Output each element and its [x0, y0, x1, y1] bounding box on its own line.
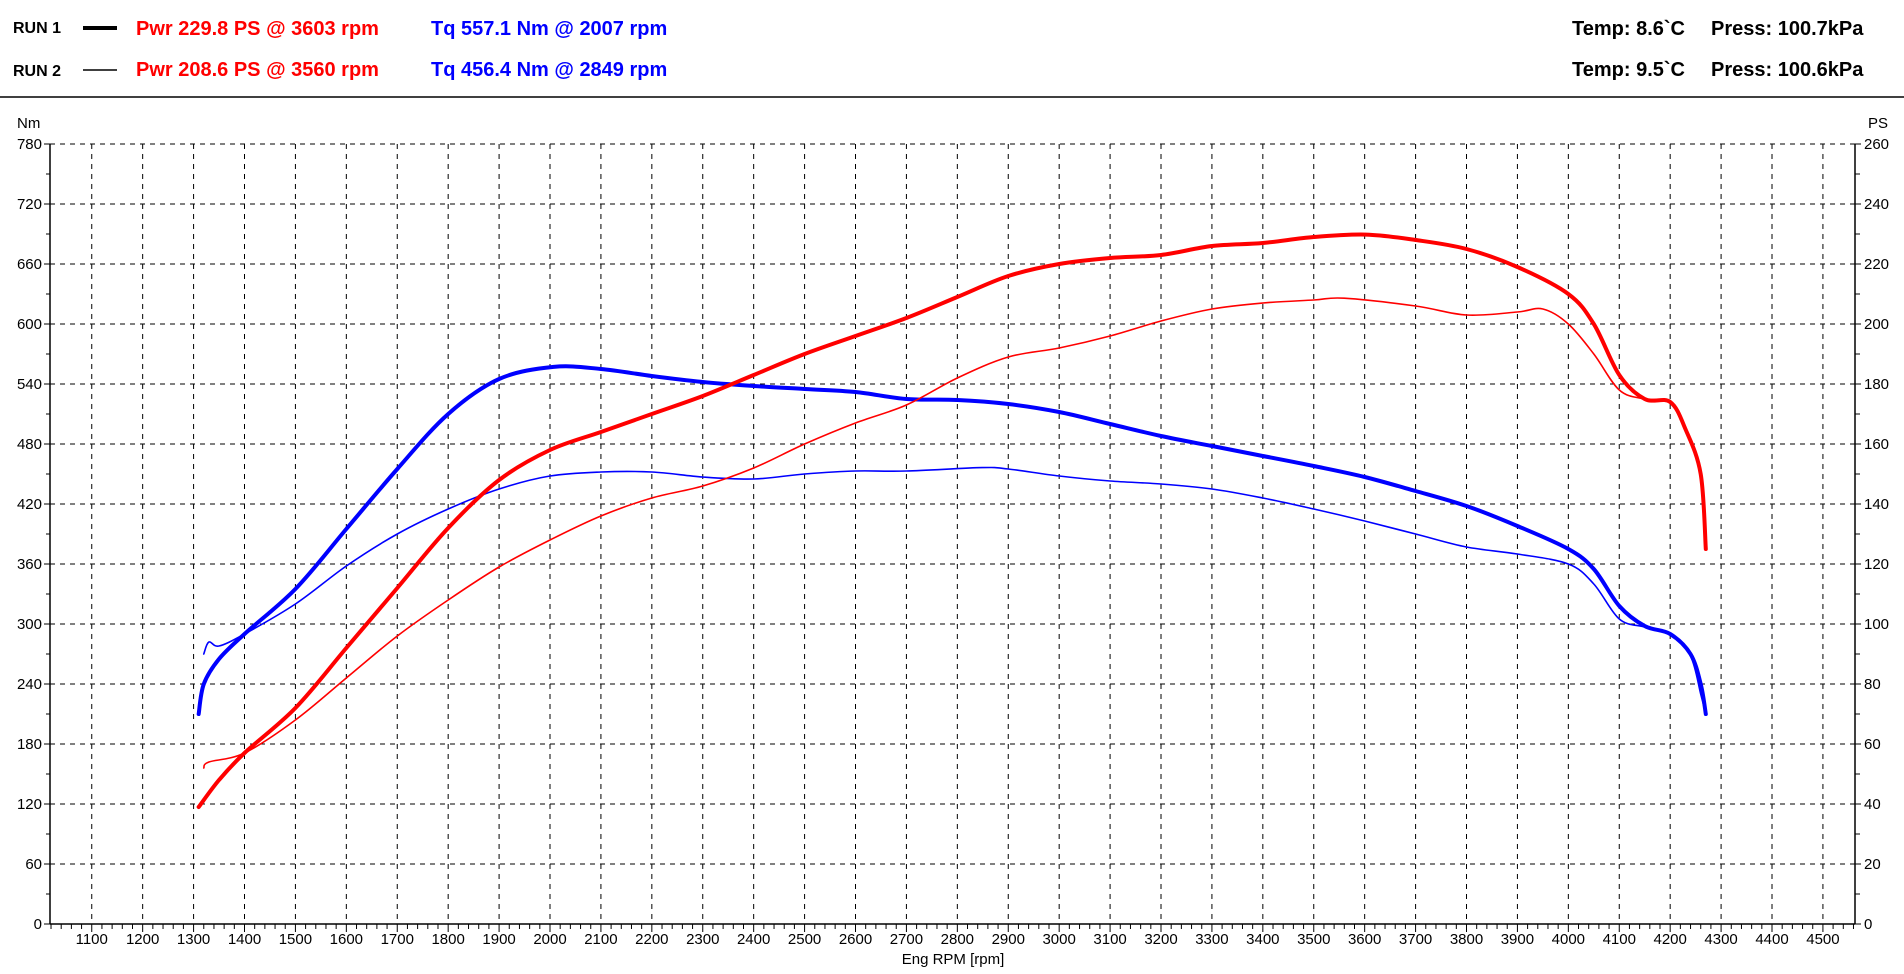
x-tick-label: 1300 — [177, 931, 210, 948]
y-left-tick-label: 420 — [17, 496, 42, 513]
y-right-tick-label: 200 — [1864, 316, 1889, 333]
y-right-tick-label: 80 — [1864, 676, 1881, 693]
run2-press: Press: 100.6kPa — [1711, 59, 1864, 81]
x-tick-label: 2600 — [839, 931, 872, 948]
x-tick-label: 3100 — [1093, 931, 1126, 948]
x-tick-label: 3800 — [1450, 931, 1483, 948]
x-tick-label: 4400 — [1755, 931, 1788, 948]
x-tick-label: 2200 — [635, 931, 668, 948]
x-tick-label: 2800 — [941, 931, 974, 948]
x-tick-label: 2300 — [686, 931, 719, 948]
x-tick-label: 1700 — [381, 931, 414, 948]
x-tick-label: 3900 — [1501, 931, 1534, 948]
x-tick-label: 2400 — [737, 931, 770, 948]
run2-torque-line — [202, 466, 1707, 715]
x-tick-label: 3300 — [1195, 931, 1228, 948]
y-right-tick-label: 20 — [1864, 856, 1881, 873]
y-left-tick-label: 780 — [17, 136, 42, 153]
x-tick-label: 3500 — [1297, 931, 1330, 948]
y-right-tick-label: 160 — [1864, 436, 1889, 453]
run2-power-summary: Pwr 208.6 PS @ 3560 rpm — [136, 59, 379, 81]
run1-power-summary: Pwr 229.8 PS @ 3603 rpm — [136, 18, 379, 40]
legend-header: RUN 1 Pwr 229.8 PS @ 3603 rpm Tq 557.1 N… — [0, 18, 1904, 98]
y-right-tick-label: 140 — [1864, 496, 1889, 513]
grid — [50, 143, 1855, 924]
right-axis-unit: PS — [1868, 115, 1888, 132]
y-right-tick-label: 220 — [1864, 256, 1889, 273]
x-tick-label: 1200 — [126, 931, 159, 948]
y-left-tick-label: 180 — [17, 736, 42, 753]
y-left-tick-label: 240 — [17, 676, 42, 693]
x-tick-label: 3200 — [1144, 931, 1177, 948]
x-tick-label: 1400 — [228, 931, 261, 948]
run1-torque-summary: Tq 557.1 Nm @ 2007 rpm — [431, 18, 667, 40]
y-right-tick-label: 60 — [1864, 736, 1881, 753]
x-tick-label: 2100 — [584, 931, 617, 948]
y-right-tick-label: 0 — [1864, 916, 1872, 933]
x-tick-label: 2900 — [992, 931, 1025, 948]
x-tick-label: 3700 — [1399, 931, 1432, 948]
y-left-tick-label: 540 — [17, 376, 42, 393]
x-tick-label: 2000 — [533, 931, 566, 948]
run1-power-line — [196, 232, 1708, 809]
run2-label: RUN 2 — [13, 63, 61, 80]
y-right-tick-label: 120 — [1864, 556, 1889, 573]
x-tick-label: 3600 — [1348, 931, 1381, 948]
y-left-tick-label: 60 — [25, 856, 42, 873]
x-tick-label: 4200 — [1653, 931, 1686, 948]
run2-power-line — [202, 297, 1707, 769]
run1-press: Press: 100.7kPa — [1711, 18, 1864, 40]
y-left-tick-label: 0 — [34, 916, 42, 933]
x-tick-label: 4000 — [1552, 931, 1585, 948]
series-group — [196, 232, 1708, 809]
y-right-tick-label: 260 — [1864, 136, 1889, 153]
y-right-tick-label: 40 — [1864, 796, 1881, 813]
x-tick-label: 3400 — [1246, 931, 1279, 948]
x-tick-label: 1600 — [330, 931, 363, 948]
run2-torque-summary: Tq 456.4 Nm @ 2849 rpm — [431, 59, 667, 81]
run1-temp: Temp: 8.6`C — [1572, 18, 1685, 40]
x-tick-label: 3000 — [1042, 931, 1075, 948]
y-right-tick-label: 240 — [1864, 196, 1889, 213]
x-tick-label: 1500 — [279, 931, 312, 948]
run1-torque-line — [196, 364, 1708, 716]
x-tick-label: 4500 — [1806, 931, 1839, 948]
x-tick-label: 1800 — [431, 931, 464, 948]
y-left-tick-label: 660 — [17, 256, 42, 273]
y-right-tick-label: 100 — [1864, 616, 1889, 633]
x-axis-label: Eng RPM [rpm] — [902, 951, 1005, 968]
y-left-tick-label: 600 — [17, 316, 42, 333]
run1-label: RUN 1 — [13, 20, 61, 37]
x-tick-label: 2700 — [890, 931, 923, 948]
left-axis-unit: Nm — [17, 115, 40, 132]
x-tick-label: 4300 — [1704, 931, 1737, 948]
y-left-tick-label: 360 — [17, 556, 42, 573]
run2-temp: Temp: 9.5`C — [1572, 59, 1685, 81]
x-tick-label: 1900 — [482, 931, 515, 948]
x-tick-label: 4100 — [1603, 931, 1636, 948]
y-left-tick-label: 120 — [17, 796, 42, 813]
y-right-tick-label: 180 — [1864, 376, 1889, 393]
y-left-tick-label: 480 — [17, 436, 42, 453]
x-tick-label: 1100 — [76, 931, 108, 948]
y-left-tick-label: 720 — [17, 196, 42, 213]
axes: 1100 1200 1300 1400 1500 1600 1700 1800 1900 2000… — [17, 136, 1889, 948]
x-tick-label: 2500 — [788, 931, 821, 948]
y-left-tick-label: 300 — [17, 616, 42, 633]
